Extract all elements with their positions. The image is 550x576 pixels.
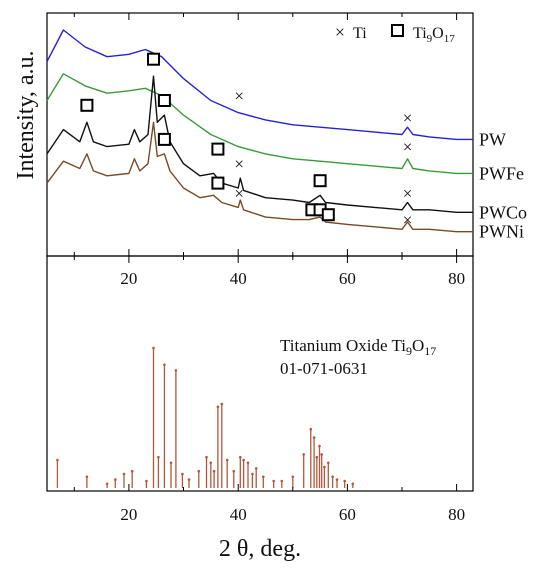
ti-marker: × xyxy=(403,211,413,230)
x-tick-label: 40 xyxy=(230,269,247,288)
x-tick-label: 80 xyxy=(448,269,465,288)
x-tick-label: 40 xyxy=(230,505,247,524)
tio-marker xyxy=(211,176,225,190)
reference-bar-tip xyxy=(335,478,339,481)
series-line-pw xyxy=(46,29,473,141)
reference-bars xyxy=(56,346,355,488)
series-line-pwni xyxy=(46,121,473,233)
x-tick-label: 60 xyxy=(339,505,356,524)
reference-bar-tip xyxy=(315,455,319,459)
reference-bar-tip xyxy=(130,469,134,473)
reference-bar-tip xyxy=(56,458,59,462)
reference-bar-tip xyxy=(122,472,126,476)
reference-bar-tip xyxy=(312,436,316,439)
legend: × Ti Ti9O17 xyxy=(335,22,455,45)
legend-tio-label: Ti9O17 xyxy=(413,25,455,45)
legend-ti-label: Ti xyxy=(353,25,367,42)
reference-panel-frame xyxy=(46,255,474,492)
reference-bar-tip xyxy=(85,475,89,479)
reference-bar-tip xyxy=(331,475,334,479)
ti-marker: × xyxy=(403,138,413,157)
ti-marker: × xyxy=(234,184,244,203)
reference-bar-tip xyxy=(239,455,242,459)
reference-bar-tip xyxy=(145,479,148,483)
x-tick-label: 60 xyxy=(339,269,356,288)
reference-code: 01-071-0631 xyxy=(280,359,368,378)
reference-bar-tip xyxy=(251,472,254,476)
reference-bar-tip xyxy=(157,455,160,459)
reference-bar-tip xyxy=(280,479,284,483)
reference-bar-tip xyxy=(114,478,117,481)
reference-bar-tip xyxy=(309,427,313,431)
reference-bar-tip xyxy=(209,461,213,465)
x-tick-label: 80 xyxy=(448,505,465,524)
reference-bar-tip xyxy=(351,482,355,486)
reference-bar-tip xyxy=(246,461,250,465)
reference-bar-tip xyxy=(205,455,208,459)
reference-bar-tip xyxy=(323,465,326,469)
reference-bar-tip xyxy=(212,469,216,473)
phase-markers: × × × × × × × xyxy=(80,52,413,230)
reference-bar-tip xyxy=(105,482,109,486)
reference-bar-tip xyxy=(254,467,258,470)
reference-bar-tip xyxy=(302,453,306,456)
reference-bar-tip xyxy=(327,461,330,465)
ti-marker: × xyxy=(403,184,413,203)
tio-marker xyxy=(157,94,171,107)
reference-title: Titanium Oxide Ti9O17 xyxy=(280,336,436,358)
tio-marker xyxy=(211,142,225,156)
reference-bar-tip xyxy=(291,475,295,479)
tio-marker xyxy=(321,208,335,222)
tio-marker xyxy=(157,132,171,146)
ti-marker: × xyxy=(234,87,244,106)
tio-marker xyxy=(80,98,94,112)
reference-bar-tip xyxy=(343,479,347,483)
reference-bar-tip xyxy=(181,472,184,476)
series-label-pwni: PWNi xyxy=(479,222,524,242)
series-line-pwfe xyxy=(46,73,473,175)
reference-bar-tip xyxy=(320,453,324,456)
reference-bar-tip xyxy=(242,458,245,462)
reference-bar-tip xyxy=(163,363,166,367)
x-ticks: 20 20 40 40 60 60 80 80 xyxy=(73,13,465,524)
x-tick-label: 20 xyxy=(120,269,137,288)
legend-ti-marker: × xyxy=(335,22,345,42)
series-label-pw: PW xyxy=(479,129,506,149)
reference-bar-tip xyxy=(187,478,191,481)
reference-bar-tip xyxy=(220,402,224,406)
tio-marker xyxy=(147,52,160,66)
reference-bar-tip xyxy=(262,475,265,479)
tio-marker xyxy=(313,174,327,188)
x-tick-label: 20 xyxy=(120,505,137,524)
reference-bar-tip xyxy=(272,479,276,483)
reference-bar-tip xyxy=(197,469,201,473)
reference-bar-tip xyxy=(169,461,173,465)
series-label-pwco: PWCo xyxy=(479,202,527,222)
reference-bar-tip xyxy=(225,458,229,462)
ti-marker: × xyxy=(234,155,244,174)
x-axis-label: 2 θ, deg. xyxy=(219,536,301,562)
legend-tio-marker xyxy=(391,24,404,37)
series-label-pwfe: PWFe xyxy=(479,163,524,183)
y-axis-label: Intensity, a.u. xyxy=(13,50,39,179)
reference-bar-tip xyxy=(174,369,178,372)
ti-marker: × xyxy=(403,109,413,128)
reference-bar-tip xyxy=(232,469,236,473)
reference-bar-tip xyxy=(216,405,220,409)
reference-bar-tip xyxy=(318,444,321,448)
reference-bar-tip xyxy=(152,346,155,350)
